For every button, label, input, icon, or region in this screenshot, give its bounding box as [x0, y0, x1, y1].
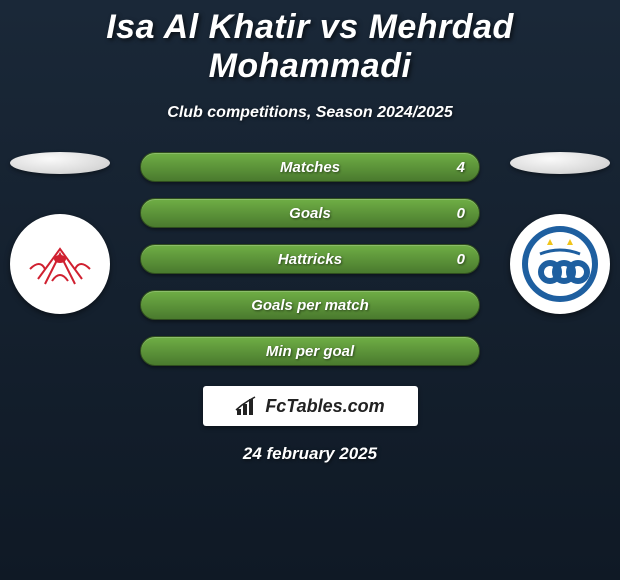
- stat-label: Hattricks: [278, 251, 342, 268]
- stat-label: Matches: [280, 159, 340, 176]
- page-subtitle: Club competitions, Season 2024/2025: [0, 104, 620, 122]
- stat-label: Goals: [289, 205, 331, 222]
- bar-chart-icon: [235, 395, 259, 417]
- stat-label: Goals per match: [251, 297, 369, 314]
- player-left-club-badge: [10, 214, 110, 314]
- snapshot-date: 24 february 2025: [0, 444, 620, 464]
- stat-row-goals: Goals 0: [140, 198, 480, 228]
- club-emblem-left-icon: [20, 239, 100, 289]
- site-logo-text: FcTables.com: [265, 396, 384, 417]
- player-right-club-badge: [510, 214, 610, 314]
- player-right-avatar: [510, 152, 610, 174]
- stat-label: Min per goal: [266, 343, 354, 360]
- stat-row-hattricks: Hattricks 0: [140, 244, 480, 274]
- comparison-content: Matches 4 Goals 0 Hattricks 0 Goals per …: [0, 152, 620, 464]
- stat-value: 0: [457, 205, 465, 222]
- stat-value: 0: [457, 251, 465, 268]
- site-logo[interactable]: FcTables.com: [203, 386, 418, 426]
- stat-row-goals-per-match: Goals per match: [140, 290, 480, 320]
- stat-row-matches: Matches 4: [140, 152, 480, 182]
- stat-row-min-per-goal: Min per goal: [140, 336, 480, 366]
- player-right-column: [505, 152, 615, 314]
- stat-value: 4: [457, 159, 465, 176]
- stat-list: Matches 4 Goals 0 Hattricks 0 Goals per …: [140, 152, 480, 366]
- player-left-column: [5, 152, 115, 314]
- page-title: Isa Al Khatir vs Mehrdad Mohammadi: [0, 0, 620, 86]
- club-emblem-right-icon: [520, 224, 600, 304]
- player-left-avatar: [10, 152, 110, 174]
